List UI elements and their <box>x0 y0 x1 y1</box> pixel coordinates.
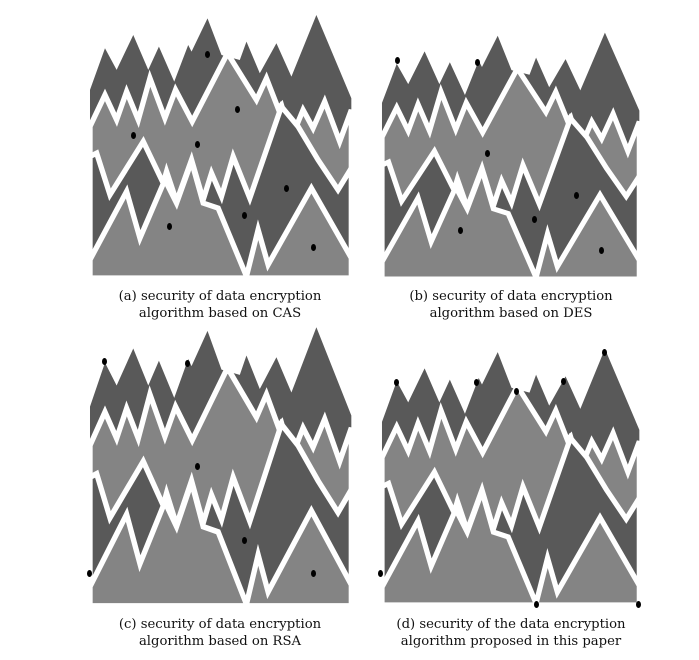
data-point-dot <box>86 569 92 577</box>
data-point-dot <box>598 246 604 254</box>
data-point-dot <box>130 131 136 139</box>
mountain-layer-4 <box>381 161 640 279</box>
data-point-dot <box>194 140 200 148</box>
subfigure-c-image <box>89 322 352 606</box>
data-point-dot <box>533 600 539 608</box>
mountain-layer-4 <box>89 473 352 606</box>
data-point-dot <box>166 222 172 230</box>
subfigure-d-image <box>381 344 640 605</box>
data-point-dot <box>377 569 383 577</box>
caption-b-line1: (b) security of data encryption <box>409 289 613 304</box>
mountain-layers <box>89 327 352 606</box>
caption-a-line2: algorithm based on CAS <box>138 306 302 321</box>
data-point-dot <box>101 357 107 365</box>
caption-d-line1: (d) security of the data encryption <box>396 617 626 632</box>
data-point-dot <box>184 359 190 367</box>
caption-b: (b) security of data encryption algorithm… <box>361 288 661 322</box>
data-point-dot <box>457 226 463 234</box>
caption-d: (d) security of the data encryption algor… <box>361 616 661 650</box>
data-point-dot <box>635 600 641 608</box>
data-point-dot <box>484 149 490 157</box>
bottom-edge <box>89 276 352 278</box>
caption-a: (a) security of data encryption algorithm… <box>70 288 370 322</box>
data-point-dot <box>393 378 399 386</box>
subfigure-a-image <box>89 10 352 278</box>
bottom-edge <box>381 603 640 605</box>
data-point-dot <box>283 184 289 192</box>
subfigure-b-image <box>381 28 640 279</box>
caption-c-line1: (c) security of data encryption <box>118 617 322 632</box>
data-point-dot <box>531 215 537 223</box>
mountain-layer-4 <box>381 483 640 605</box>
bottom-edge <box>381 277 640 279</box>
caption-b-line2: algorithm based on DES <box>429 306 593 321</box>
caption-a-line1: (a) security of data encryption <box>118 289 322 304</box>
caption-d-line2: algorithm proposed in this paper <box>400 634 622 649</box>
data-point-dot <box>573 191 579 199</box>
data-point-dot <box>241 211 247 219</box>
bottom-edge <box>89 604 352 606</box>
data-point-dot <box>560 377 566 385</box>
mountain-layers <box>381 32 640 279</box>
data-point-dot <box>394 56 400 64</box>
data-point-dot <box>601 348 607 356</box>
mountain-layers <box>381 348 640 605</box>
data-point-dot <box>194 462 200 470</box>
data-point-dot <box>310 569 316 577</box>
mountain-layer-4 <box>89 152 352 278</box>
caption-c: (c) security of data encryption algorithm… <box>70 616 370 650</box>
data-point-dot <box>513 387 519 395</box>
data-point-dot <box>474 58 480 66</box>
data-point-dot <box>473 378 479 386</box>
mountain-layers <box>89 14 352 278</box>
data-point-dot <box>241 536 247 544</box>
data-point-dot <box>310 243 316 251</box>
data-point-dot <box>234 105 240 113</box>
caption-c-line2: algorithm based on RSA <box>138 634 302 649</box>
data-point-dot <box>204 50 210 58</box>
